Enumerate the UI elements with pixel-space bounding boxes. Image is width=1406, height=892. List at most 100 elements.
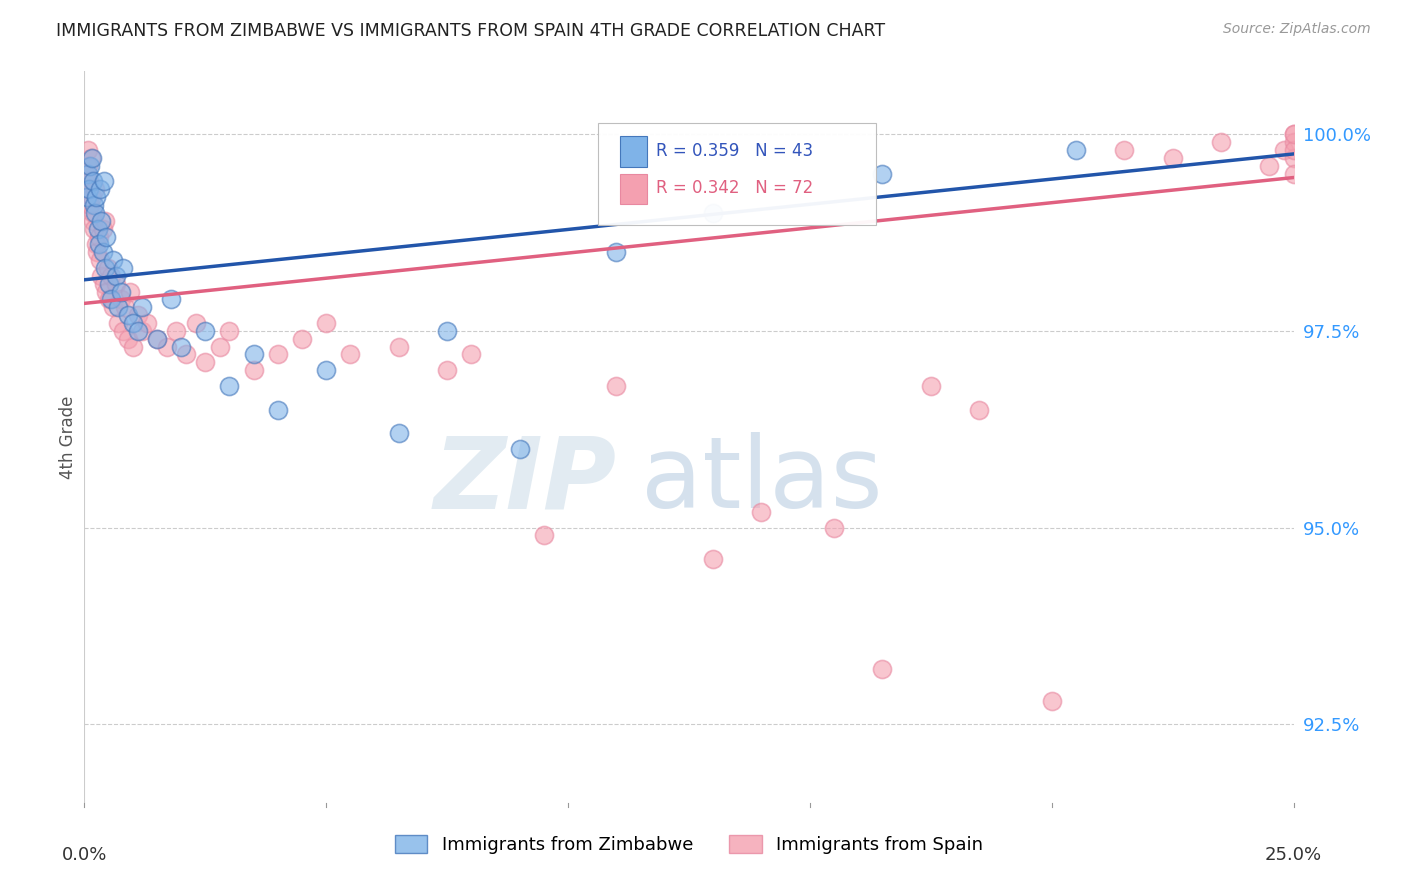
Point xyxy=(155,340,177,354)
Point xyxy=(91,221,114,235)
Point xyxy=(112,324,135,338)
Text: R = 0.342   N = 72: R = 0.342 N = 72 xyxy=(657,179,814,197)
Point xyxy=(90,268,112,283)
Point xyxy=(242,347,264,361)
Point xyxy=(702,206,724,220)
Point xyxy=(84,206,107,220)
Point xyxy=(315,363,337,377)
Point xyxy=(82,206,104,220)
Point xyxy=(127,308,149,322)
Point xyxy=(920,379,942,393)
Point xyxy=(91,245,114,260)
Point xyxy=(1114,143,1136,157)
Point xyxy=(77,167,100,181)
Point xyxy=(93,277,115,291)
Point xyxy=(1282,151,1305,165)
Point xyxy=(1282,167,1305,181)
Point xyxy=(146,332,169,346)
Point xyxy=(533,528,555,542)
Point xyxy=(1272,143,1295,157)
Point xyxy=(97,277,120,291)
Point xyxy=(86,190,108,204)
Point xyxy=(1040,693,1063,707)
Point xyxy=(82,214,104,228)
Point xyxy=(114,301,136,315)
Text: IMMIGRANTS FROM ZIMBABWE VS IMMIGRANTS FROM SPAIN 4TH GRADE CORRELATION CHART: IMMIGRANTS FROM ZIMBABWE VS IMMIGRANTS F… xyxy=(56,22,886,40)
Point xyxy=(1282,135,1305,149)
Point xyxy=(110,285,132,299)
Point xyxy=(170,340,193,354)
Point xyxy=(872,662,894,676)
Text: ZIP: ZIP xyxy=(433,433,616,530)
Legend: Immigrants from Zimbabwe, Immigrants from Spain: Immigrants from Zimbabwe, Immigrants fro… xyxy=(388,828,990,862)
Point xyxy=(136,316,159,330)
Point xyxy=(100,268,122,283)
Point xyxy=(97,260,120,275)
Point xyxy=(107,301,129,315)
Point xyxy=(86,245,108,260)
Point xyxy=(121,316,143,330)
Point xyxy=(80,151,103,165)
Text: 25.0%: 25.0% xyxy=(1265,846,1322,864)
Point xyxy=(87,237,110,252)
Point xyxy=(93,174,115,188)
Point xyxy=(131,301,153,315)
Point xyxy=(388,340,411,354)
Point xyxy=(194,355,217,369)
Point xyxy=(83,221,105,235)
Point xyxy=(94,229,117,244)
Point xyxy=(117,308,139,322)
Point xyxy=(120,285,142,299)
Point xyxy=(79,151,101,165)
Point xyxy=(267,347,290,361)
Point xyxy=(100,293,122,307)
Point xyxy=(112,260,135,275)
Point xyxy=(436,363,458,377)
Point xyxy=(87,221,110,235)
Point xyxy=(131,324,153,338)
Point xyxy=(339,347,361,361)
Point xyxy=(218,324,240,338)
Point xyxy=(80,190,103,204)
Point xyxy=(121,340,143,354)
Point xyxy=(1282,143,1305,157)
Point xyxy=(103,301,125,315)
Point xyxy=(1209,135,1232,149)
Point xyxy=(315,316,337,330)
Point xyxy=(967,402,990,417)
Point xyxy=(218,379,240,393)
Point xyxy=(86,237,108,252)
Point xyxy=(75,167,97,181)
Point xyxy=(146,332,169,346)
Point xyxy=(872,167,894,181)
Bar xyxy=(620,136,647,167)
Point xyxy=(84,182,107,196)
Point xyxy=(1282,128,1305,142)
Point xyxy=(291,332,314,346)
Point xyxy=(93,260,115,275)
Point xyxy=(76,182,98,196)
Point xyxy=(76,190,98,204)
Point xyxy=(87,229,110,244)
Point xyxy=(89,253,111,268)
Point xyxy=(104,277,127,291)
Bar xyxy=(620,174,647,204)
Text: R = 0.359   N = 43: R = 0.359 N = 43 xyxy=(657,142,814,160)
Y-axis label: 4th Grade: 4th Grade xyxy=(59,395,77,479)
Point xyxy=(93,214,115,228)
Point xyxy=(823,520,845,534)
Point xyxy=(184,316,207,330)
Point xyxy=(242,363,264,377)
Point xyxy=(509,442,531,456)
Text: atlas: atlas xyxy=(641,433,882,530)
Point xyxy=(1282,128,1305,142)
Point xyxy=(110,293,132,307)
Point xyxy=(702,552,724,566)
Point xyxy=(605,245,627,260)
Point xyxy=(436,324,458,338)
Point xyxy=(89,182,111,196)
Point xyxy=(267,402,290,417)
Point xyxy=(107,316,129,330)
Point xyxy=(127,324,149,338)
Point xyxy=(208,340,231,354)
